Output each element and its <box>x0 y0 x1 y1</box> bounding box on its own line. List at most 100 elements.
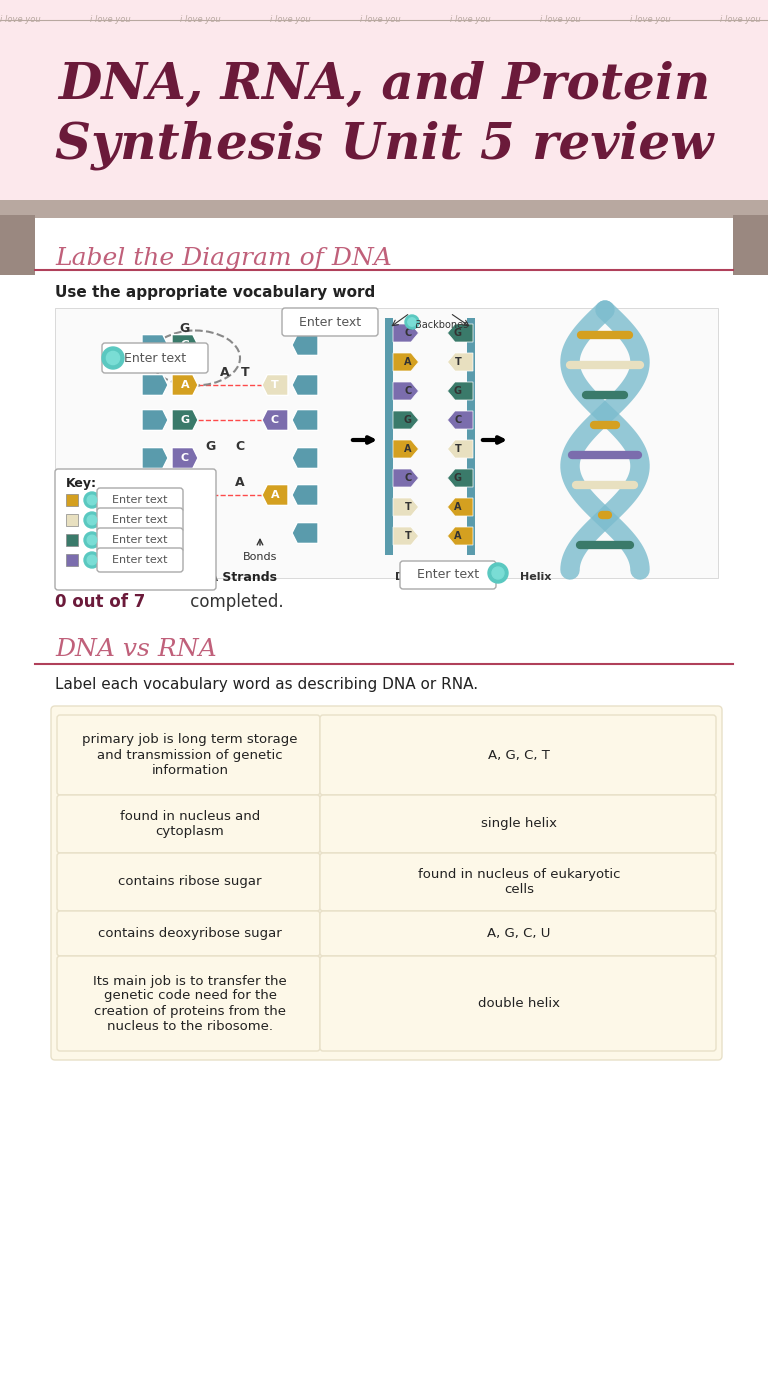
Polygon shape <box>172 410 198 431</box>
Text: completed.: completed. <box>185 593 283 611</box>
Text: contains deoxyribose sugar: contains deoxyribose sugar <box>98 927 282 940</box>
Text: A, G, C, U: A, G, C, U <box>488 927 551 940</box>
Circle shape <box>84 533 100 548</box>
Polygon shape <box>448 498 473 516</box>
FancyBboxPatch shape <box>320 795 716 853</box>
Text: A: A <box>404 444 412 454</box>
Text: Helix: Helix <box>520 571 551 582</box>
Polygon shape <box>393 411 419 429</box>
Text: G: G <box>205 440 215 454</box>
Text: double helix: double helix <box>478 996 560 1010</box>
Polygon shape <box>142 374 168 396</box>
Text: A: A <box>404 357 412 367</box>
Circle shape <box>84 512 100 529</box>
Text: G: G <box>454 328 462 338</box>
Text: Label each vocabulary word as describing DNA or RNA.: Label each vocabulary word as describing… <box>55 678 478 693</box>
FancyBboxPatch shape <box>55 469 216 591</box>
Polygon shape <box>448 469 473 487</box>
Text: C: C <box>405 328 412 338</box>
Polygon shape <box>393 440 419 458</box>
Bar <box>385 317 393 555</box>
Text: G: G <box>180 339 190 351</box>
Text: i love you: i love you <box>359 15 400 25</box>
Polygon shape <box>292 447 318 468</box>
Text: T: T <box>271 380 279 391</box>
Text: A: A <box>454 502 462 512</box>
Polygon shape <box>172 447 198 468</box>
FancyBboxPatch shape <box>97 529 183 552</box>
Circle shape <box>88 495 97 505</box>
FancyBboxPatch shape <box>57 853 320 911</box>
Polygon shape <box>393 527 419 545</box>
Text: Antiparallel DNA Strands: Antiparallel DNA Strands <box>102 570 277 584</box>
Circle shape <box>88 515 97 524</box>
Text: T: T <box>181 490 189 500</box>
Text: C: C <box>405 386 412 396</box>
Text: T: T <box>206 476 214 490</box>
FancyBboxPatch shape <box>57 715 320 795</box>
Polygon shape <box>262 374 288 396</box>
Text: Enter text: Enter text <box>112 515 167 524</box>
Text: Key:: Key: <box>66 477 97 490</box>
FancyBboxPatch shape <box>51 707 722 1060</box>
Bar <box>0 200 768 218</box>
Text: Label the Diagram of DNA: Label the Diagram of DNA <box>55 247 392 269</box>
FancyBboxPatch shape <box>0 0 768 206</box>
Polygon shape <box>172 523 198 544</box>
FancyBboxPatch shape <box>57 911 320 956</box>
Bar <box>66 513 78 526</box>
Polygon shape <box>393 353 419 371</box>
Polygon shape <box>292 410 318 431</box>
Text: i love you: i love you <box>180 15 220 25</box>
Polygon shape <box>142 410 168 431</box>
Polygon shape <box>262 484 288 505</box>
Polygon shape <box>142 334 168 356</box>
Text: G: G <box>454 473 462 483</box>
Text: G: G <box>404 415 412 425</box>
Polygon shape <box>142 447 168 468</box>
Text: C: C <box>455 415 462 425</box>
Text: i love you: i love you <box>450 15 490 25</box>
FancyBboxPatch shape <box>320 715 716 795</box>
Bar <box>55 308 718 578</box>
Polygon shape <box>448 382 473 400</box>
Polygon shape <box>292 484 318 505</box>
Text: A: A <box>180 529 190 538</box>
FancyBboxPatch shape <box>400 562 496 589</box>
Bar <box>66 534 78 546</box>
Text: contains ribose sugar: contains ribose sugar <box>118 875 262 889</box>
Polygon shape <box>292 334 318 356</box>
Text: Backbones: Backbones <box>415 320 468 330</box>
Circle shape <box>84 493 100 508</box>
FancyBboxPatch shape <box>320 956 716 1052</box>
Text: A: A <box>270 490 280 500</box>
Circle shape <box>88 555 97 564</box>
FancyBboxPatch shape <box>57 956 320 1052</box>
Bar <box>467 317 475 555</box>
Text: primary job is long term storage
and transmission of genetic
information: primary job is long term storage and tra… <box>82 734 298 777</box>
Polygon shape <box>292 374 318 396</box>
Text: Enter text: Enter text <box>112 495 167 505</box>
Text: G: G <box>180 415 190 425</box>
Text: A: A <box>454 531 462 541</box>
Text: C: C <box>405 473 412 483</box>
Text: Enter text: Enter text <box>112 555 167 564</box>
Text: i love you: i love you <box>0 15 40 25</box>
Polygon shape <box>448 440 473 458</box>
Circle shape <box>102 346 124 368</box>
FancyBboxPatch shape <box>102 344 208 373</box>
Text: C: C <box>271 415 279 425</box>
Circle shape <box>107 352 120 364</box>
Text: A: A <box>235 476 245 490</box>
Text: A: A <box>180 380 190 391</box>
Text: T: T <box>240 367 250 380</box>
Text: i love you: i love you <box>630 15 670 25</box>
Text: T: T <box>455 357 462 367</box>
Bar <box>66 494 78 506</box>
Polygon shape <box>142 523 168 544</box>
Text: Enter text: Enter text <box>417 569 479 581</box>
FancyBboxPatch shape <box>320 853 716 911</box>
Text: T: T <box>405 502 412 512</box>
Text: i love you: i love you <box>720 15 760 25</box>
Circle shape <box>405 315 419 328</box>
